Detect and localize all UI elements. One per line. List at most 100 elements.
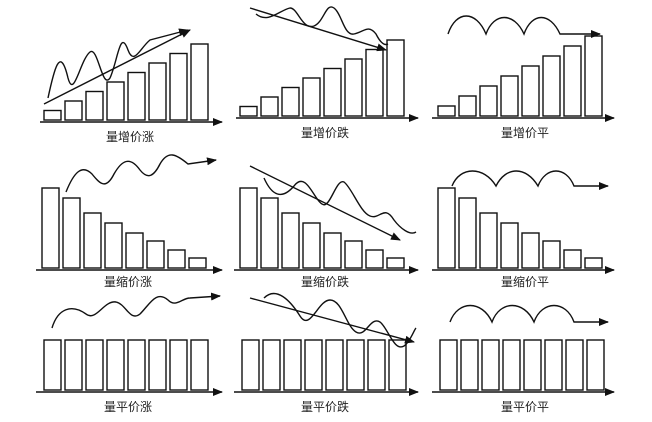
- volume-bars: [41, 187, 207, 269]
- panel-label: 量平价平: [501, 400, 549, 414]
- volume-bar: [127, 339, 146, 391]
- volume-bar: [439, 339, 458, 391]
- volume-bar: [323, 232, 342, 269]
- volume-bar: [43, 109, 62, 121]
- trend-arrow: [43, 29, 191, 105]
- volume-bars: [43, 339, 209, 391]
- volume-bar: [460, 339, 479, 391]
- volume-bar: [169, 52, 188, 121]
- volume-bar: [479, 212, 498, 269]
- price-wave: [449, 305, 609, 326]
- trend-arrow: [249, 165, 401, 241]
- trend-arrow: [249, 297, 415, 344]
- volume-bar: [323, 67, 342, 117]
- volume-bar: [542, 55, 561, 117]
- volume-bar: [302, 77, 321, 117]
- price-wave: [47, 28, 189, 99]
- volume-bar: [458, 197, 477, 269]
- panel-label: 量平价跌: [301, 399, 349, 414]
- volume-bars: [437, 35, 603, 117]
- panel-volume-down-price-flat: 量缩价平: [432, 170, 615, 289]
- volume-bar: [146, 240, 165, 269]
- volume-bar: [281, 86, 300, 117]
- panel-volume-up-price-down: 量增价跌: [236, 6, 419, 140]
- volume-bar: [563, 249, 582, 269]
- panel-volume-down-price-up: 量缩价涨: [36, 154, 223, 289]
- panel-label: 量缩价跌: [301, 274, 349, 289]
- volume-bar: [565, 339, 584, 391]
- volume-bar: [584, 257, 603, 269]
- volume-bar: [262, 339, 281, 391]
- volume-bars: [239, 39, 405, 117]
- volume-bars: [239, 187, 405, 269]
- volume-bar: [386, 257, 405, 269]
- price-wave: [447, 15, 601, 38]
- volume-bar: [104, 222, 123, 269]
- volume-bar: [388, 339, 407, 391]
- volume-bar: [190, 43, 209, 121]
- volume-bar: [167, 249, 186, 269]
- volume-bar: [85, 339, 104, 391]
- volume-bar: [43, 339, 62, 391]
- panel-label: 量缩价平: [501, 274, 549, 289]
- volume-bar: [458, 95, 477, 117]
- volume-bar: [260, 197, 279, 269]
- panel-label: 量平价涨: [104, 399, 152, 414]
- volume-bar: [586, 339, 605, 391]
- volume-bar: [239, 105, 258, 117]
- volume-bar: [367, 339, 386, 391]
- volume-bar: [437, 105, 456, 117]
- volume-bar: [64, 339, 83, 391]
- volume-bar: [521, 65, 540, 117]
- volume-bar: [148, 339, 167, 391]
- volume-bar: [148, 62, 167, 121]
- volume-bar: [85, 90, 104, 121]
- panel-label: 量缩价涨: [104, 274, 152, 289]
- volume-bar: [481, 339, 500, 391]
- volume-bar: [125, 232, 144, 269]
- volume-bar: [241, 339, 260, 391]
- volume-bar: [64, 100, 83, 121]
- volume-bar: [325, 339, 344, 391]
- panel-volume-flat-price-up: 量平价涨: [36, 292, 223, 414]
- volume-bar: [283, 339, 302, 391]
- volume-bar: [41, 187, 60, 269]
- volume-bar: [302, 222, 321, 269]
- price-wave: [51, 292, 221, 329]
- panel-volume-down-price-down: 量缩价跌: [234, 165, 419, 289]
- volume-bar: [521, 232, 540, 269]
- panel-label: 量增价涨: [106, 129, 154, 144]
- volume-bar: [106, 339, 125, 391]
- volume-bar: [544, 339, 563, 391]
- trend-arrow: [249, 7, 387, 52]
- volume-bar: [260, 96, 279, 117]
- price-wave: [451, 170, 609, 190]
- volume-bar: [169, 339, 188, 391]
- volume-bar: [479, 85, 498, 117]
- price-wave: [263, 177, 417, 234]
- volume-bar: [346, 339, 365, 391]
- volume-bar: [304, 339, 323, 391]
- volume-bar: [502, 339, 521, 391]
- volume-bar: [83, 212, 102, 269]
- volume-bars: [43, 43, 209, 121]
- volume-bars: [437, 187, 603, 269]
- volume-bar: [62, 197, 81, 269]
- volume-bar: [365, 249, 384, 269]
- volume-bar: [365, 48, 384, 117]
- panel-volume-up-price-up: 量增价涨: [40, 28, 223, 144]
- panel-volume-up-price-flat: 量增价平: [432, 15, 615, 140]
- volume-bar: [563, 45, 582, 117]
- volume-bar: [523, 339, 542, 391]
- panel-label: 量增价平: [501, 126, 549, 140]
- volume-bar: [500, 222, 519, 269]
- volume-bars: [439, 339, 605, 391]
- panel-label: 量增价跌: [301, 125, 349, 140]
- volume-bar: [281, 212, 300, 269]
- volume-bar: [542, 240, 561, 269]
- volume-bar: [584, 35, 603, 117]
- panel-volume-flat-price-flat: 量平价平: [432, 305, 615, 414]
- volume-bar: [239, 187, 258, 269]
- volume-bar: [188, 257, 207, 269]
